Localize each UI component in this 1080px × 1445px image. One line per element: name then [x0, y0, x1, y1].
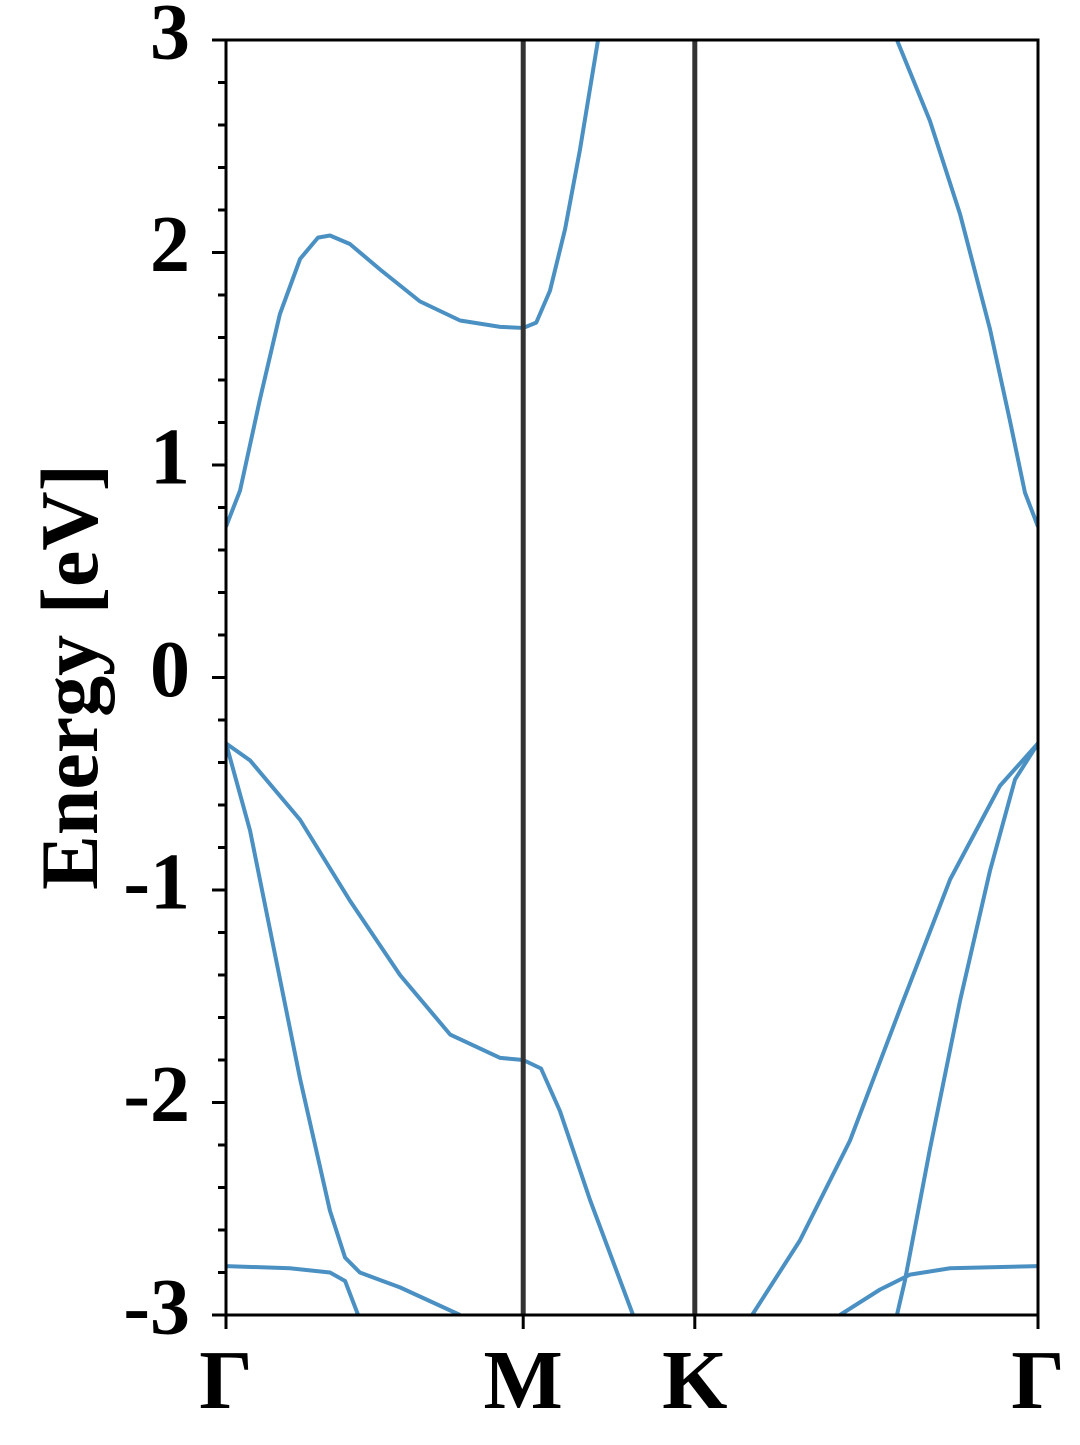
band-line [895, 40, 1038, 528]
band-line [750, 742, 1038, 1315]
y-tick-label: -3 [123, 1263, 190, 1351]
y-tick-label: 2 [150, 201, 190, 289]
band-line [894, 742, 1038, 1315]
y-tick-label: 3 [150, 0, 190, 76]
y-tick-label: -1 [123, 838, 190, 926]
y-tick-label: 1 [150, 413, 190, 501]
y-tick-label: -2 [123, 1051, 190, 1139]
x-tick-label: K [662, 1334, 727, 1427]
plot-lines [226, 40, 1038, 1315]
band-line [838, 1264, 1038, 1315]
band-line [226, 742, 461, 1315]
band-line [226, 741, 635, 1315]
plot-frame [224, 38, 1040, 1317]
y-axis-label: Energy [eV] [24, 464, 115, 890]
x-tick-label: M [484, 1334, 563, 1427]
x-tick-label: Γ [1011, 1334, 1064, 1427]
x-tick-label: Γ [199, 1334, 252, 1427]
band-line [226, 40, 600, 528]
band-line [226, 1264, 360, 1315]
y-tick-label: 0 [150, 626, 190, 714]
